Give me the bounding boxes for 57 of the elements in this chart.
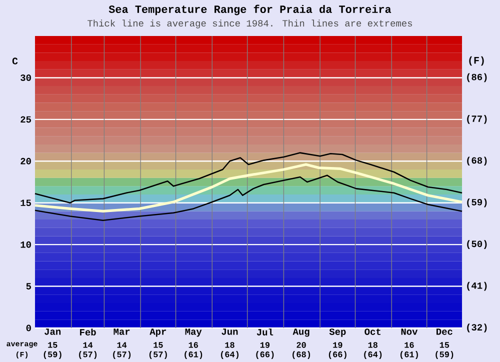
line-series (34, 174, 463, 222)
x-tick-label: Sep (329, 328, 346, 337)
text: 18 (225, 342, 234, 348)
x-tick-label: Jan (44, 328, 61, 335)
x-tick-label: Mar (114, 328, 130, 335)
text: (61) (400, 351, 418, 359)
y2-tick-label: (86) (467, 73, 487, 82)
y2-tick-label: (77) (467, 115, 487, 124)
y-tick-label: 15 (20, 200, 31, 206)
y2-tick-label: (59) (467, 198, 487, 208)
line-series (34, 163, 464, 212)
text: (61) (184, 351, 202, 359)
chart-subtitle: Thick line is average since 1984. Thin lines are extremes (88, 20, 412, 28)
text: (68) (292, 351, 310, 359)
text: (59) (44, 351, 62, 359)
x-tick-label: Jul (256, 328, 274, 336)
text: 15 (440, 342, 450, 348)
y2-tick-label: (32) (467, 324, 487, 332)
text: 19 (333, 342, 342, 348)
x-tick-label: Oct (364, 328, 380, 335)
y2-tick-label: (50) (467, 240, 487, 249)
text: (57) (79, 351, 97, 359)
y2-tick-label: (41) (467, 282, 487, 291)
y-tick-label: 20 (20, 158, 31, 164)
x-tick-label: Apr (150, 328, 166, 337)
text: (59) (436, 351, 454, 359)
text: (57) (149, 351, 167, 359)
y2-axis-title: (F) (469, 56, 484, 66)
text: (64) (364, 351, 382, 359)
text: 14 (117, 342, 127, 348)
text: 15 (154, 342, 163, 348)
y-tick-label: 25 (20, 116, 31, 123)
text: 14 (83, 342, 93, 348)
x-tick-label: May (185, 328, 202, 337)
text: (57) (113, 351, 131, 359)
text: 15 (48, 342, 58, 348)
y-tick-label: 10 (20, 241, 31, 248)
text: 19 (260, 342, 270, 348)
text: 16 (188, 342, 198, 348)
text: 20 (296, 342, 306, 348)
text: (64) (220, 351, 238, 359)
x-tick-label: Dec (436, 328, 452, 335)
y-tick-label: 5 (26, 283, 31, 290)
x-tick-label: Feb (80, 328, 96, 336)
x-tick-label: Nov (401, 328, 418, 335)
x-tick-label: Aug (292, 328, 310, 337)
text: (66) (256, 351, 274, 359)
text: 18 (368, 342, 378, 348)
y-tick-label: 0 (26, 324, 31, 332)
text: 16 (404, 342, 414, 348)
x-tick-label: Jun (222, 328, 238, 335)
text: (66) (328, 351, 346, 359)
y-axis-title: C (12, 58, 18, 64)
line-series (34, 152, 463, 204)
chart-title: Sea Temperature Range for Praia da Torreira (108, 4, 392, 16)
y2-tick-label: (68) (467, 156, 487, 166)
y-tick-label: 30 (20, 74, 31, 81)
